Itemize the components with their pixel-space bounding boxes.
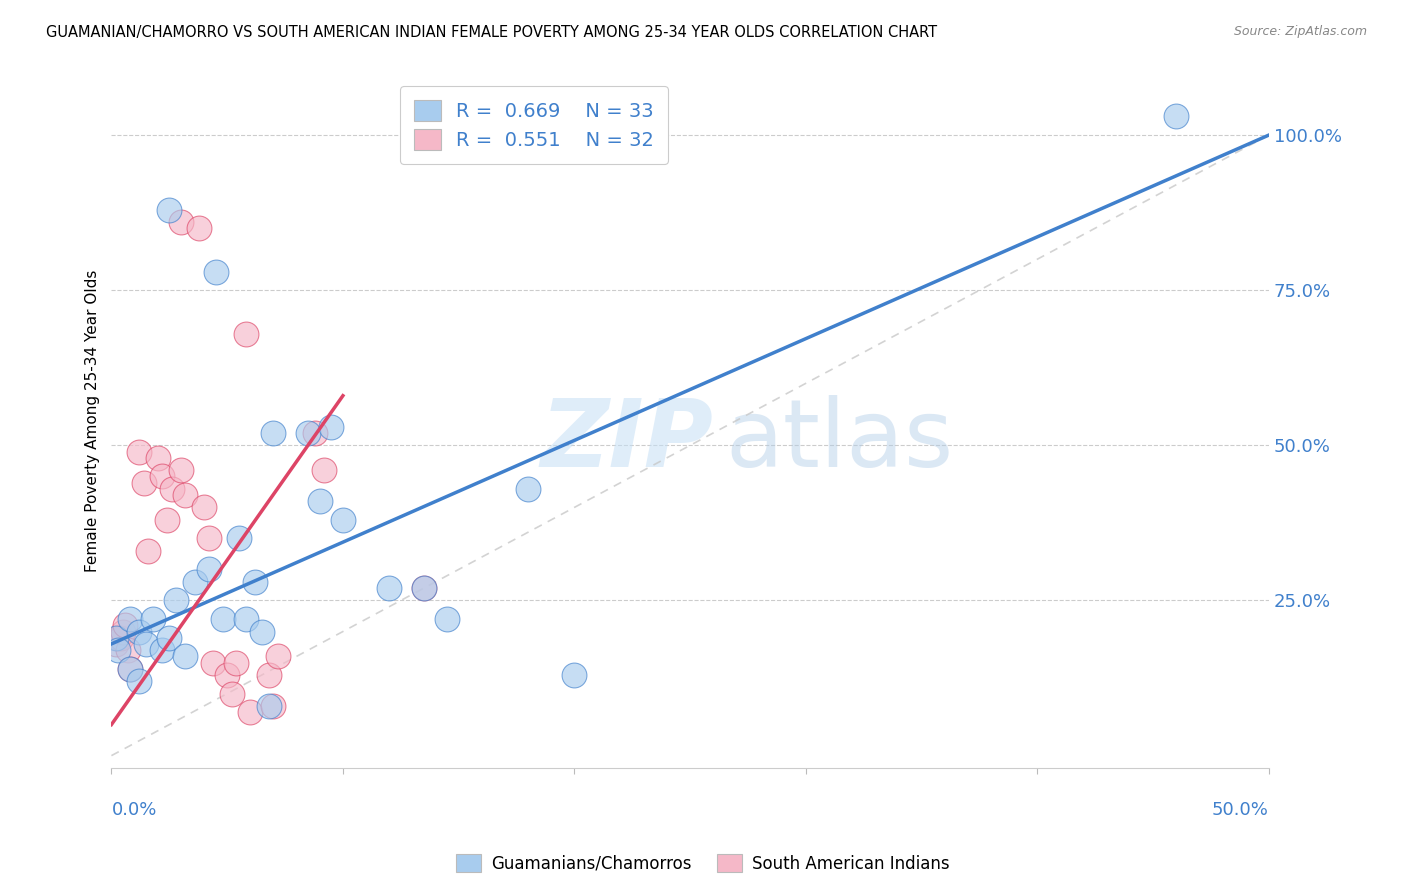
- Point: [128, 444, 150, 458]
- Point: [228, 532, 250, 546]
- Point: [314, 463, 336, 477]
- Point: [165, 593, 187, 607]
- Point: [156, 513, 179, 527]
- Point: [235, 612, 257, 626]
- Point: [378, 581, 401, 595]
- Point: [107, 631, 129, 645]
- Point: [262, 425, 284, 440]
- Point: [304, 425, 326, 440]
- Text: atlas: atlas: [725, 395, 953, 487]
- Point: [160, 482, 183, 496]
- Point: [105, 637, 128, 651]
- Point: [170, 215, 193, 229]
- Point: [413, 581, 436, 595]
- Point: [262, 698, 284, 713]
- Point: [564, 668, 586, 682]
- Point: [150, 469, 173, 483]
- Point: [111, 624, 134, 639]
- Point: [297, 425, 319, 440]
- Point: [150, 643, 173, 657]
- Point: [202, 656, 225, 670]
- Point: [250, 624, 273, 639]
- Point: [117, 643, 139, 657]
- Point: [413, 581, 436, 595]
- Point: [128, 674, 150, 689]
- Text: GUAMANIAN/CHAMORRO VS SOUTH AMERICAN INDIAN FEMALE POVERTY AMONG 25-34 YEAR OLDS: GUAMANIAN/CHAMORRO VS SOUTH AMERICAN IND…: [46, 25, 938, 40]
- Point: [146, 450, 169, 465]
- Point: [174, 649, 197, 664]
- Point: [1166, 110, 1188, 124]
- Point: [235, 326, 257, 341]
- Point: [118, 662, 141, 676]
- Point: [110, 631, 132, 645]
- Point: [197, 562, 219, 576]
- Point: [211, 612, 233, 626]
- Point: [267, 649, 290, 664]
- Point: [197, 532, 219, 546]
- Point: [114, 618, 136, 632]
- Point: [118, 612, 141, 626]
- Point: [239, 705, 262, 719]
- Point: [142, 612, 165, 626]
- Point: [107, 643, 129, 657]
- Point: [193, 500, 215, 515]
- Point: [188, 221, 211, 235]
- Point: [105, 631, 128, 645]
- Legend: Guamanians/Chamorros, South American Indians: Guamanians/Chamorros, South American Ind…: [450, 847, 956, 880]
- Point: [243, 574, 266, 589]
- Point: [436, 612, 458, 626]
- Point: [138, 544, 160, 558]
- Point: [332, 513, 354, 527]
- Text: 0.0%: 0.0%: [111, 801, 157, 820]
- Text: Source: ZipAtlas.com: Source: ZipAtlas.com: [1233, 25, 1367, 38]
- Point: [225, 656, 247, 670]
- Y-axis label: Female Poverty Among 25-34 Year Olds: Female Poverty Among 25-34 Year Olds: [86, 269, 100, 572]
- Point: [157, 631, 180, 645]
- Point: [257, 668, 280, 682]
- Point: [157, 202, 180, 217]
- Point: [118, 662, 141, 676]
- Point: [308, 494, 330, 508]
- Point: [257, 698, 280, 713]
- Point: [221, 687, 243, 701]
- Point: [174, 488, 197, 502]
- Point: [204, 264, 226, 278]
- Point: [128, 624, 150, 639]
- Text: 50.0%: 50.0%: [1212, 801, 1270, 820]
- Point: [217, 668, 239, 682]
- Point: [321, 419, 343, 434]
- Point: [135, 637, 157, 651]
- Point: [132, 475, 155, 490]
- Legend: R =  0.669    N = 33, R =  0.551    N = 32: R = 0.669 N = 33, R = 0.551 N = 32: [399, 87, 668, 163]
- Point: [517, 482, 540, 496]
- Text: ZIP: ZIP: [540, 395, 713, 487]
- Point: [184, 574, 207, 589]
- Point: [170, 463, 193, 477]
